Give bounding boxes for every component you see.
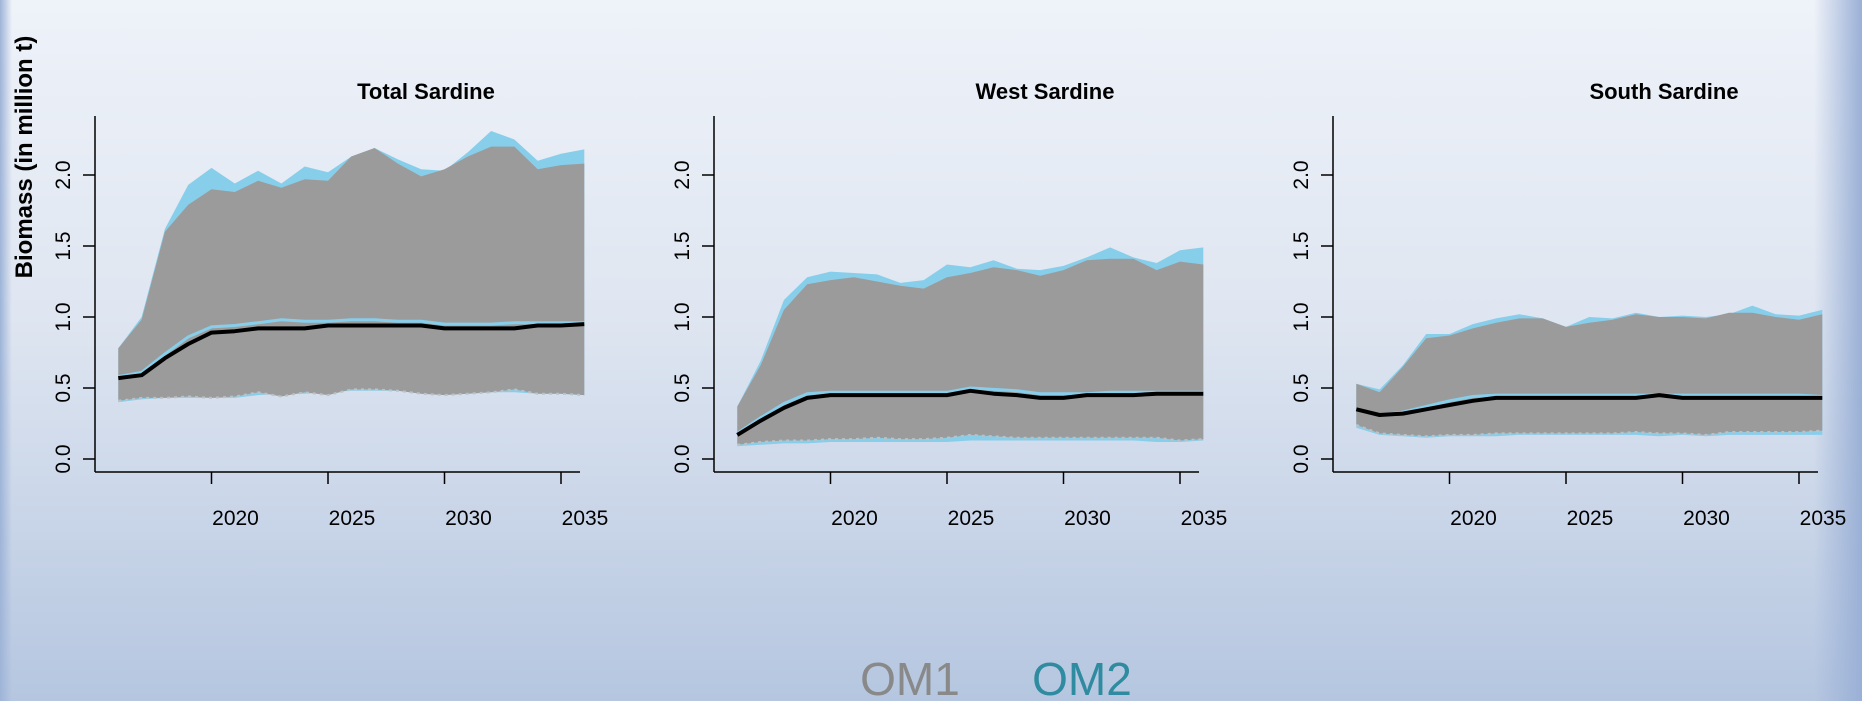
x-tick-label: 2035 [1800,507,1847,530]
om1-interval-band [118,146,585,401]
y-tick-label: 0.0 [1290,444,1313,473]
y-axis-label: Biomass (in million t) [11,36,38,279]
x-tick-label: 2030 [1064,507,1111,530]
x-tick-label: 2025 [1567,507,1614,530]
y-tick-label: 0.0 [671,444,694,473]
om2-median-line [736,386,1204,435]
y-tick-label: 2.0 [1290,160,1313,189]
y-tick-label: 0.5 [52,373,75,402]
y-tick-label: 0.0 [52,444,75,473]
slide-edge-left [0,0,12,701]
panel-south-sardine: 0.0 0.5 1.0 1.5 2.0 2020 2025 2030 2035 South Sar… [1290,79,1846,530]
panel-title: Total Sardine [357,79,495,104]
x-tick-label: 2030 [1683,507,1730,530]
panel-west-sardine: 0.0 0.5 1.0 1.5 2.0 2020 2025 2030 2035 West Sard… [671,79,1227,530]
y-tick-label: 0.5 [671,373,694,402]
om1-median-line [118,322,585,381]
legend-entry-om2: OM2 [1032,653,1132,701]
x-tick-label: 2035 [562,507,609,530]
y-tick-label: 1.0 [1290,302,1313,331]
om1-lower-dotted-line [737,433,1204,446]
y-tick-label: 1.0 [671,302,694,331]
panel-title: South Sardine [1589,79,1738,104]
y-tick-label: 0.5 [1290,373,1313,402]
om2-median-line [1355,393,1823,417]
y-tick-label: 2.0 [671,160,694,189]
y-tick-label: 1.0 [52,302,75,331]
x-tick-label: 2030 [445,507,492,530]
x-tick-label: 2020 [212,507,259,530]
y-tick-label: 1.5 [671,231,694,260]
y-tick-label: 1.5 [52,231,75,260]
y-tick-label: 1.5 [1290,231,1313,260]
om1-interval-band [1356,312,1823,437]
om1-lower-dotted-line [1355,423,1823,438]
om1-median-line [1355,393,1823,417]
om1-lower-dotted-line [118,388,585,402]
panel-total-sardine: 0.0 0.5 1.0 1.5 2.0 2020 2025 2030 2035 Total Sar… [52,79,608,530]
y-tick-label: 2.0 [52,160,75,189]
x-tick-label: 2020 [1450,507,1497,530]
x-tick-label: 2025 [329,507,376,530]
x-tick-label: 2025 [948,507,995,530]
legend: OM1 OM2 [860,653,1132,701]
x-tick-label: 2020 [831,507,878,530]
chart-panels: 0.0 0.5 1.0 1.5 2.0 2020 2025 2030 2035 Total Sar… [52,79,1846,530]
panel-title: West Sardine [976,79,1115,104]
legend-entry-om1: OM1 [860,653,960,701]
om2-median-line [118,318,585,379]
om1-interval-band [737,258,1204,445]
om1-median-line [736,388,1204,437]
x-tick-label: 2035 [1181,507,1228,530]
